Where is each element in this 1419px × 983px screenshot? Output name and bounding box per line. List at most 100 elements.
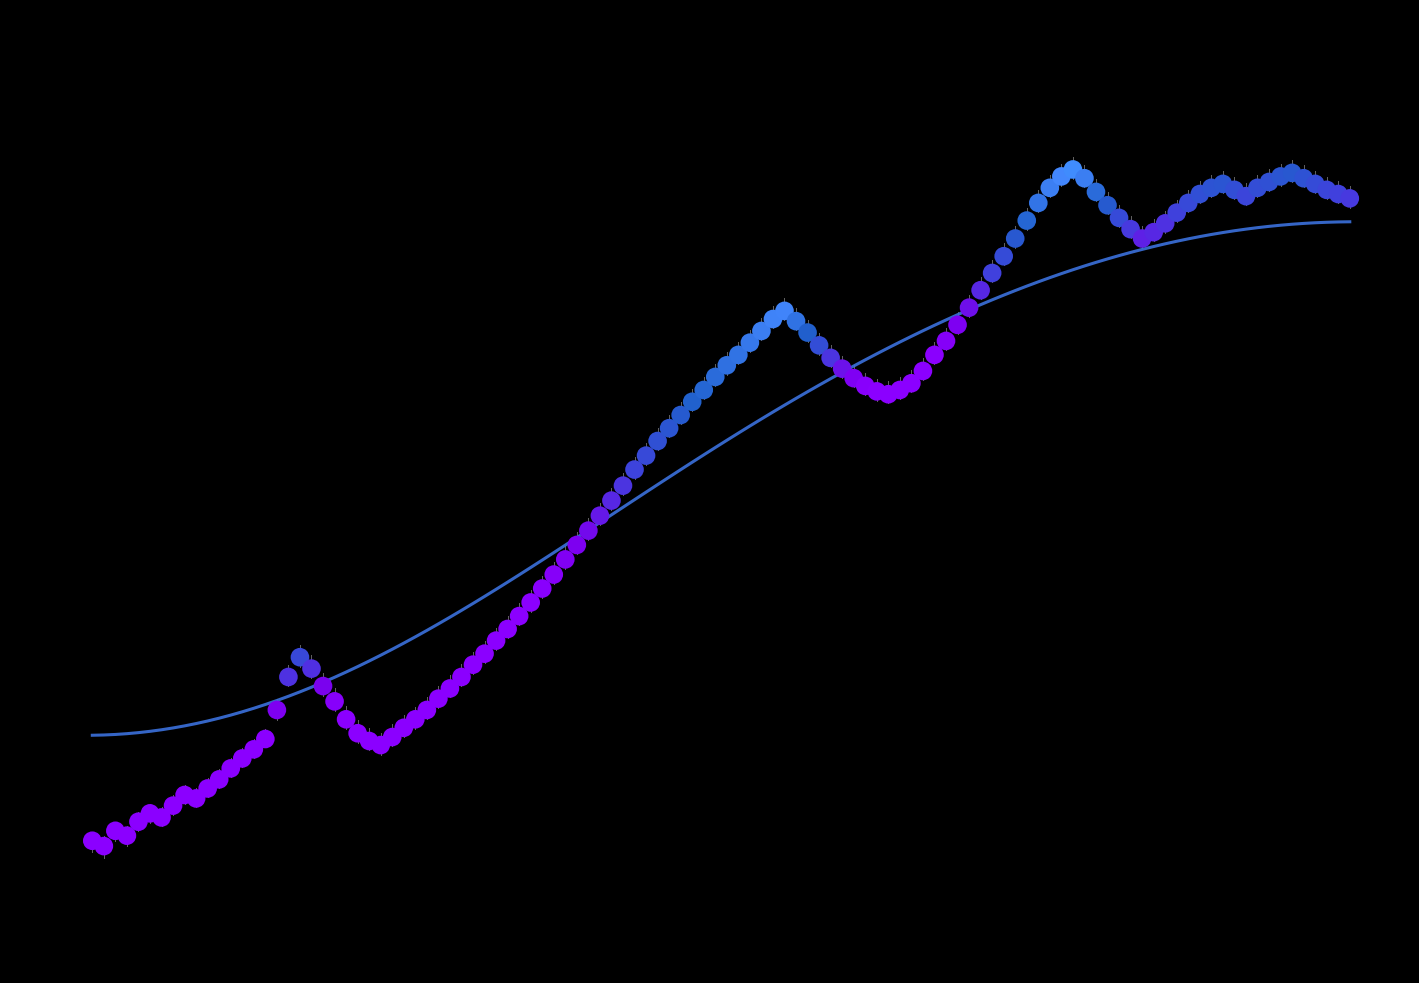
Point [1061,161,1084,177]
Point [150,810,173,826]
Point [301,661,324,676]
Point [1189,186,1212,202]
Point [450,669,473,685]
Point [589,508,612,524]
Point [1095,198,1118,213]
Point [727,347,749,363]
Point [519,595,542,610]
Point [473,646,495,662]
Point [935,333,958,349]
Point [1212,176,1235,192]
Point [288,650,311,665]
Point [104,823,126,838]
Point [1165,204,1188,220]
Point [658,421,681,436]
Point [461,657,484,672]
Point [623,462,646,478]
Point [1257,174,1280,190]
Point [992,249,1015,264]
Point [1338,191,1361,206]
Point [358,733,380,749]
Point [981,265,1003,281]
Point [128,814,150,830]
Point [866,383,888,399]
Point [1304,176,1327,192]
Point [1315,182,1338,198]
Point [670,407,692,423]
Point [1293,170,1315,186]
Point [807,337,830,353]
Point [1084,184,1107,200]
Point [254,731,277,747]
Point [762,312,785,327]
Point [1131,231,1154,247]
Point [1176,195,1199,210]
Point [173,787,196,803]
Point [946,317,969,332]
Point [854,378,877,394]
Point [1246,180,1269,196]
Point [566,537,589,552]
Point [958,300,981,316]
Point [900,376,922,391]
Point [243,741,265,757]
Point [612,478,634,493]
Point [1281,165,1304,181]
Point [1108,210,1131,226]
Point [312,678,335,694]
Point [646,434,668,449]
Point [346,725,369,741]
Point [634,447,657,463]
Point [888,382,911,398]
Point [404,712,427,727]
Point [438,680,461,696]
Point [324,693,346,709]
Point [1154,215,1176,231]
Point [1003,231,1026,247]
Point [207,772,230,787]
Point [924,347,946,363]
Point [542,567,565,583]
Point [277,669,299,685]
Point [715,358,738,374]
Point [877,386,900,402]
Point [553,551,576,567]
Point [1016,212,1039,228]
Point [692,382,715,398]
Point [819,350,841,366]
Point [969,282,992,298]
Point [751,323,773,339]
Point [1073,170,1095,186]
Point [162,798,184,814]
Point [393,720,416,735]
Point [115,828,138,843]
Point [265,702,288,718]
Point [796,324,819,340]
Point [830,361,853,376]
Point [92,838,115,854]
Point [196,781,219,796]
Point [1235,189,1257,204]
Point [578,523,600,539]
Point [681,394,704,410]
Point [911,363,934,378]
Point [335,712,358,727]
Point [184,790,207,806]
Point [231,751,254,767]
Point [704,369,727,384]
Point [1039,180,1061,196]
Point [380,729,403,745]
Point [1120,221,1142,237]
Point [843,371,866,386]
Point [220,761,243,777]
Point [1050,168,1073,184]
Point [1269,168,1291,184]
Point [416,702,438,718]
Point [1142,224,1165,240]
Point [427,691,450,707]
Point [785,314,807,329]
Point [139,805,162,821]
Point [369,737,392,753]
Point [1223,182,1246,198]
Point [773,303,796,318]
